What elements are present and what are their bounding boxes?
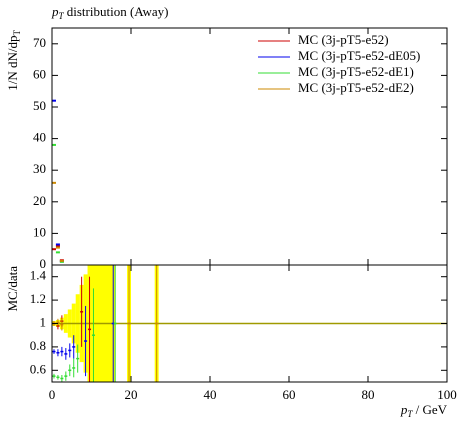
y-tick-label: 50 — [33, 98, 46, 113]
x-label-sub: T — [407, 409, 413, 419]
axes: MC (3j-pT5-e52)MC (3j-pT5-e52-dE05)MC (3… — [30, 27, 457, 402]
y-tick-label: 0.8 — [30, 338, 46, 353]
legend-label: MC (3j-pT5-e52-dE1) — [298, 64, 414, 79]
y-tick-label: 1.4 — [30, 268, 47, 283]
x-label-text: / GeV — [412, 402, 447, 417]
x-axis-label: pT / GeV — [400, 402, 448, 419]
y-label-sub: T — [12, 30, 22, 36]
title-symbol: p — [51, 4, 59, 19]
x-tick-label: 60 — [283, 387, 296, 402]
y-tick-label: 1.2 — [30, 291, 46, 306]
plot-frame — [51, 264, 448, 383]
y-tick-label: 0 — [40, 256, 47, 271]
y-axis-label: 1/N dN/dpT — [5, 30, 22, 91]
y-tick-label: 20 — [33, 193, 46, 208]
x-tick-label: 40 — [204, 387, 217, 402]
legend-label: MC (3j-pT5-e52-dE05) — [298, 48, 420, 63]
main-plot — [52, 99, 64, 263]
title-sub: T — [59, 11, 65, 21]
ratio-plot — [52, 265, 447, 382]
y-tick-label: 10 — [33, 224, 46, 239]
x-tick-label: 100 — [437, 387, 457, 402]
x-label-symbol: p — [400, 402, 408, 417]
x-tick-label: 80 — [362, 387, 375, 402]
chart-title: pT distribution (Away) — [51, 4, 168, 21]
ratio-y-label: MC/data — [5, 266, 20, 312]
y-tick-label: 70 — [33, 35, 46, 50]
x-tick-label: 20 — [125, 387, 138, 402]
y-label-text: 1/N dN/dp — [5, 36, 20, 91]
y-tick-label: 60 — [33, 66, 46, 81]
legend-label: MC (3j-pT5-e52-dE2) — [298, 80, 414, 95]
title-text: distribution (Away) — [64, 4, 169, 19]
y-tick-label: 0.6 — [30, 361, 47, 376]
legend-label: MC (3j-pT5-e52) — [298, 32, 389, 47]
x-tick-label: 0 — [49, 387, 56, 402]
y-tick-label: 40 — [33, 130, 46, 145]
y-tick-label: 30 — [33, 161, 46, 176]
y-tick-label: 1 — [40, 314, 47, 329]
